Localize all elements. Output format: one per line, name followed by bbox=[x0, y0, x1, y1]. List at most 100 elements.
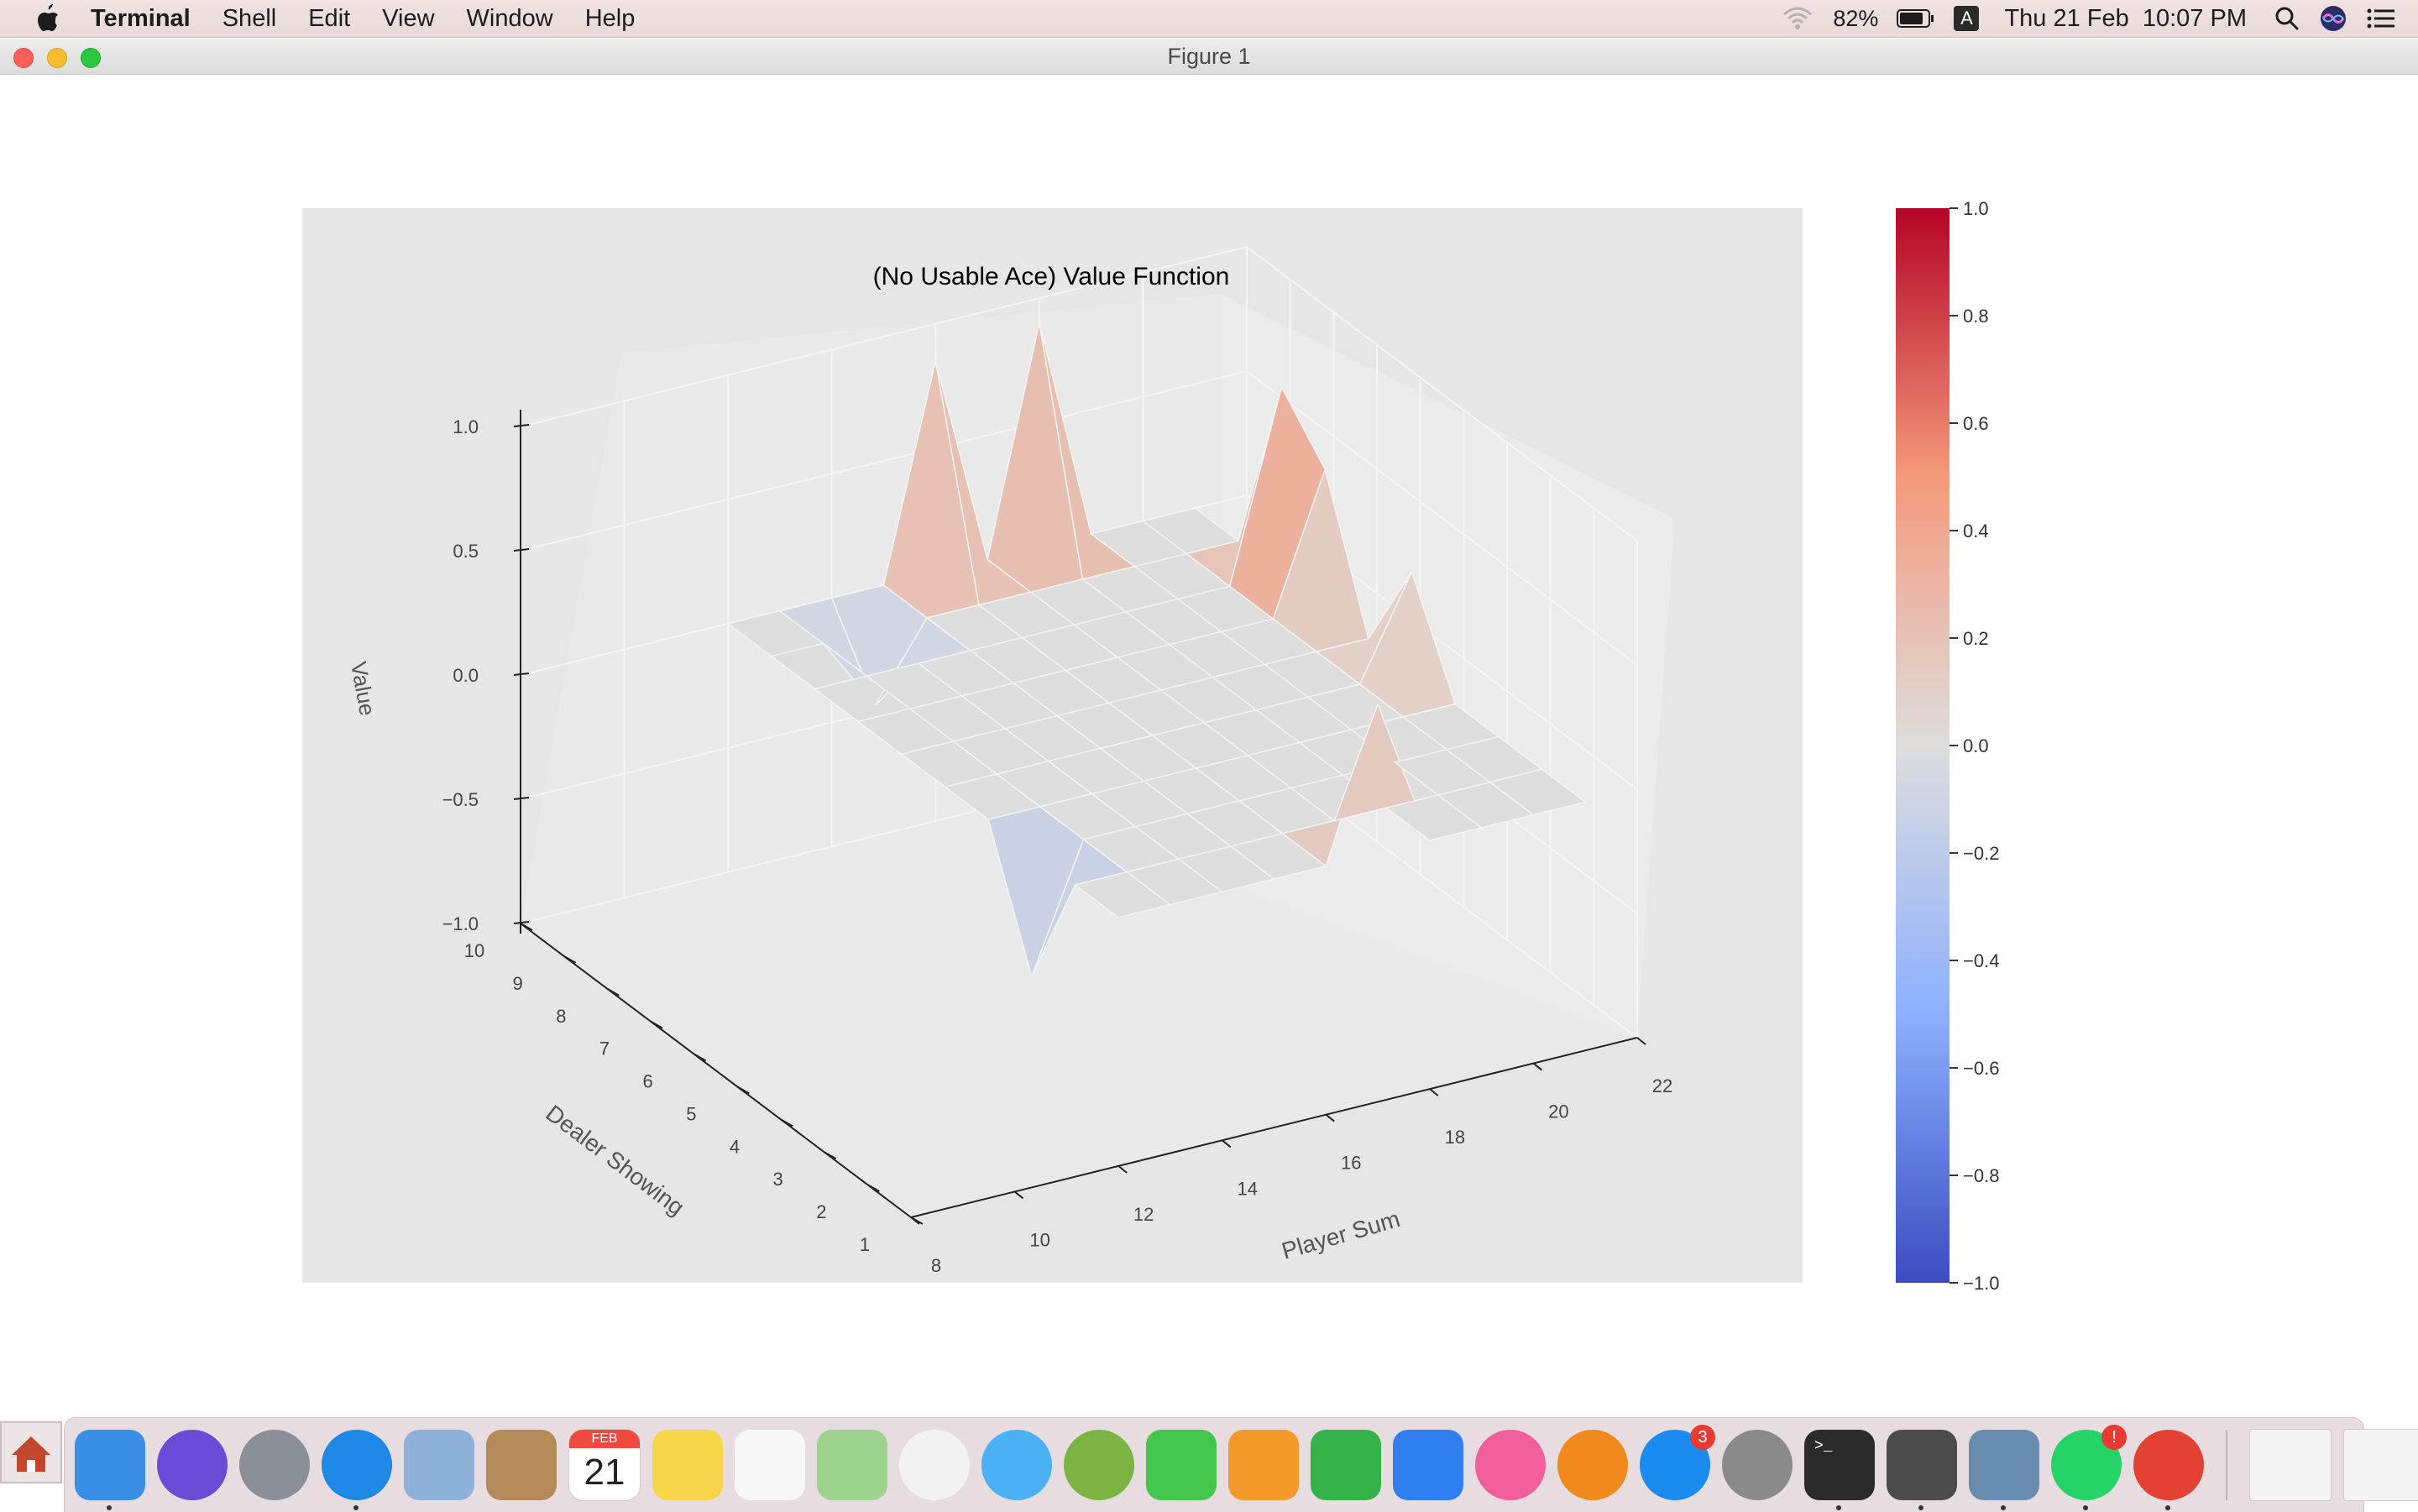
calendar-app-icon[interactable]: FEB 21 bbox=[568, 1429, 641, 1501]
y-tick-label: 5 bbox=[686, 1103, 696, 1124]
y-tick-mark bbox=[520, 923, 533, 931]
calendar-day: 21 bbox=[584, 1452, 625, 1493]
spotlight-search-icon[interactable] bbox=[2274, 5, 2300, 32]
menu-view[interactable]: View bbox=[382, 4, 435, 32]
colorbar-tick-label: 0.4 bbox=[1963, 521, 1989, 541]
downloads-stack-icon[interactable] bbox=[2343, 1429, 2418, 1501]
menu-edit[interactable]: Edit bbox=[308, 4, 351, 32]
y-tick-label: 6 bbox=[643, 1071, 653, 1092]
messages-app-icon[interactable] bbox=[981, 1430, 1052, 1500]
running-indicator bbox=[1918, 1505, 1923, 1510]
x-tick-label: 8 bbox=[931, 1255, 941, 1276]
notification-center-icon[interactable] bbox=[2366, 6, 2396, 31]
home-folder-icon[interactable] bbox=[0, 1421, 62, 1483]
x-tick-mark bbox=[1013, 1190, 1024, 1200]
running-indicator bbox=[353, 1505, 359, 1510]
close-button[interactable] bbox=[13, 48, 34, 68]
menubar-clock[interactable]: Thu 21 Feb 10:07 PM bbox=[2004, 4, 2247, 32]
chart-title: (No Usable Ace) Value Function bbox=[873, 263, 1230, 290]
y-axis-line bbox=[520, 923, 912, 1218]
documents-stack-icon[interactable] bbox=[2249, 1429, 2332, 1501]
android-app-icon[interactable] bbox=[1064, 1430, 1134, 1500]
dock: FEB 21 3 >_! bbox=[64, 1417, 2418, 1512]
z-tick-mark bbox=[513, 921, 530, 924]
siri-app-icon[interactable] bbox=[157, 1430, 228, 1500]
menu-help[interactable]: Help bbox=[584, 4, 636, 32]
colorbar-tick-label: −1.0 bbox=[1963, 1273, 1999, 1294]
x-tick-mark bbox=[1222, 1139, 1232, 1148]
colorbar-tick-label: 0.2 bbox=[1963, 628, 1989, 649]
z-tick-label: −1.0 bbox=[442, 913, 479, 934]
y-tick-label: 4 bbox=[730, 1136, 740, 1157]
x-tick-label: 16 bbox=[1341, 1153, 1361, 1174]
maps-app-icon[interactable] bbox=[817, 1430, 887, 1500]
photos-app-icon[interactable] bbox=[899, 1430, 970, 1500]
numbers-app-icon[interactable] bbox=[1311, 1430, 1381, 1500]
figure-canvas: 8 10 12 14 16 18 20 22 1 2 3 4 5 6 7 8 9 10 −1.0 −0.5 0.0 0.5… bbox=[0, 75, 2418, 1418]
y-tick-mark bbox=[736, 1086, 750, 1095]
y-tick-label: 7 bbox=[599, 1039, 610, 1059]
colorbar-tick-label: 0.6 bbox=[1963, 413, 1989, 434]
launchpad-app-icon[interactable] bbox=[239, 1430, 310, 1500]
keynote-app-icon[interactable] bbox=[1393, 1430, 1463, 1500]
zoom-button[interactable] bbox=[81, 48, 101, 68]
y-tick-label: 8 bbox=[556, 1006, 566, 1027]
siri-icon[interactable] bbox=[2319, 4, 2347, 33]
z-tick-mark bbox=[513, 548, 530, 552]
x-tick-label: 20 bbox=[1548, 1101, 1568, 1122]
y-tick-label: 10 bbox=[464, 940, 484, 961]
wall-gridline bbox=[520, 246, 1248, 427]
wifi-icon[interactable] bbox=[1781, 6, 1814, 31]
battery-icon[interactable] bbox=[1897, 8, 1935, 29]
z-tick-mark bbox=[513, 424, 530, 427]
apple-menu-icon[interactable] bbox=[35, 4, 60, 33]
x-tick-label: 12 bbox=[1133, 1204, 1154, 1225]
z-tick-label: 1.0 bbox=[453, 416, 479, 437]
contacts-app-icon[interactable] bbox=[486, 1430, 557, 1500]
surface-plot[interactable]: 81012141618202212345678910−1.0−0.50.00.5… bbox=[0, 75, 2418, 1418]
input-source-icon[interactable]: A bbox=[1954, 6, 1980, 31]
y-tick-mark bbox=[910, 1216, 924, 1225]
safari-app-icon[interactable] bbox=[322, 1430, 392, 1510]
pages-app-icon[interactable] bbox=[1228, 1430, 1299, 1500]
running-indicator bbox=[107, 1505, 112, 1510]
appstore-app-icon[interactable]: 3 bbox=[1640, 1425, 1715, 1500]
appstore-badge: 3 bbox=[1690, 1425, 1715, 1450]
running-indicator bbox=[2165, 1505, 2170, 1510]
books-app-icon[interactable] bbox=[1557, 1430, 1628, 1500]
chrome-app-icon[interactable] bbox=[2133, 1430, 2204, 1510]
menu-shell[interactable]: Shell bbox=[222, 4, 277, 32]
calendar-month: FEB bbox=[569, 1430, 640, 1448]
x-tick-label: 14 bbox=[1237, 1178, 1257, 1199]
whatsapp-app-icon[interactable]: ! bbox=[2051, 1425, 2127, 1510]
facetime-app-icon[interactable] bbox=[1146, 1430, 1217, 1500]
finder-app-icon[interactable] bbox=[75, 1430, 145, 1510]
preferences-app-icon[interactable] bbox=[1722, 1430, 1793, 1500]
battery-percent: 82% bbox=[1833, 5, 1879, 31]
reminders-app-icon[interactable] bbox=[735, 1430, 805, 1500]
y-tick-mark bbox=[780, 1118, 793, 1127]
wall-gridline bbox=[520, 370, 1248, 552]
running-indicator bbox=[1836, 1505, 1841, 1510]
running-indicator bbox=[2083, 1505, 2088, 1510]
wall-gridline bbox=[1246, 246, 1638, 541]
terminal-app-icon[interactable]: >_ bbox=[1804, 1430, 1875, 1510]
colorbar-tick-label: 0.0 bbox=[1963, 735, 1989, 756]
sublime-app-icon[interactable] bbox=[1887, 1430, 1957, 1510]
colorbar-tick-label: 1.0 bbox=[1963, 198, 1989, 219]
itunes-app-icon[interactable] bbox=[1475, 1430, 1546, 1500]
mail-app-icon[interactable] bbox=[404, 1430, 474, 1500]
y-tick-label: 2 bbox=[816, 1201, 826, 1222]
back-wall-right bbox=[1222, 294, 1675, 1038]
notes-app-icon[interactable] bbox=[652, 1430, 723, 1500]
menu-window[interactable]: Window bbox=[466, 4, 553, 32]
menu-bar: Terminal Shell Edit View Window Help 82%… bbox=[0, 0, 2418, 38]
dock-separator bbox=[2226, 1430, 2227, 1500]
z-tick-mark bbox=[513, 797, 530, 800]
y-tick-mark bbox=[563, 955, 577, 964]
x-axis-line bbox=[910, 1037, 1638, 1218]
menu-app-name[interactable]: Terminal bbox=[91, 4, 191, 32]
y-tick-mark bbox=[824, 1151, 837, 1160]
minimize-button[interactable] bbox=[47, 48, 67, 68]
preview-app-icon[interactable] bbox=[1969, 1430, 2039, 1510]
